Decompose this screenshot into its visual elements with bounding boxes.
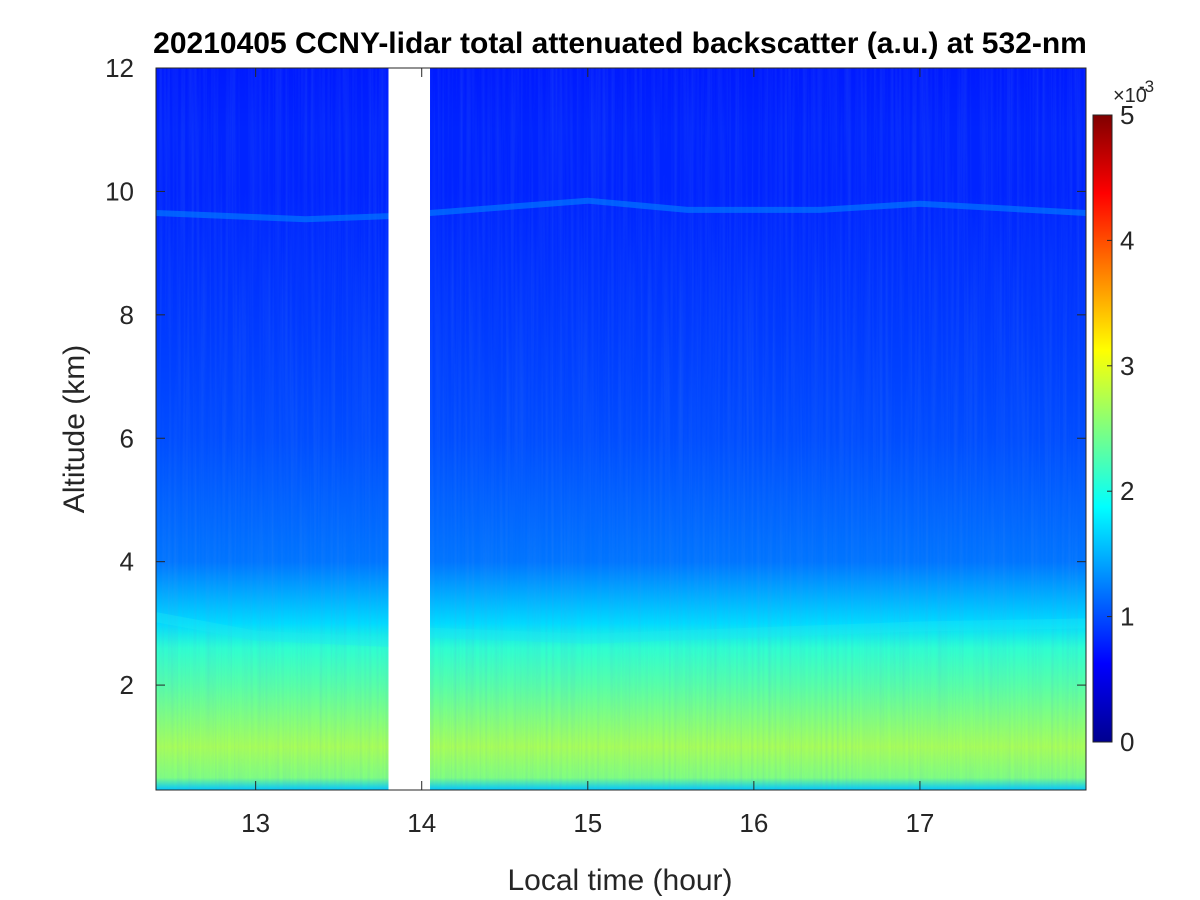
boundary-layer-top [156,612,1086,647]
y-tick-label: 8 [120,300,134,330]
y-tick-label: 4 [120,547,134,577]
x-tick-label: 15 [573,808,602,838]
chart-title: 20210405 CCNY-lidar total attenuated bac… [153,27,1087,60]
colorbar-tick-label: 0 [1120,727,1134,757]
colorbar-tick-label: 4 [1120,225,1134,255]
y-axis-label: Altitude (km) [58,345,91,513]
colorbar-tick-label: 3 [1120,351,1134,381]
colorbar-scale [1092,114,1113,743]
data-gap [388,68,431,790]
x-tick-label: 13 [241,808,270,838]
plot-area [156,68,1086,790]
y-tick-label: 10 [105,176,134,206]
y-tick-label: 2 [120,670,134,700]
colorbar: 0 1 2 3 4 5 ×10 -3 [1092,77,1154,757]
y-tick-label: 12 [105,53,134,83]
x-tick-label: 14 [407,808,436,838]
aerosol-layers [156,197,1086,647]
colorbar-tick-label: 1 [1120,602,1134,632]
vertical-streak-texture [156,68,1086,790]
x-axis: 13 14 15 16 17 [241,68,934,838]
y-axis: 2 4 6 8 10 12 [105,53,1086,700]
y-tick-label: 6 [120,423,134,453]
colorbar-tick-label: 5 [1120,100,1134,130]
x-axis-label: Local time (hour) [507,864,732,897]
cirrus-layer [156,197,1086,223]
colorbar-exponent-base: ×10 [1113,85,1147,107]
colorbar-ticks: 0 1 2 3 4 5 [1107,100,1134,757]
colorbar-tick-label: 2 [1120,476,1134,506]
x-tick-label: 16 [739,808,768,838]
colorbar-exponent: -3 [1139,77,1154,96]
x-tick-label: 17 [905,808,934,838]
plot-frame [155,67,1087,791]
